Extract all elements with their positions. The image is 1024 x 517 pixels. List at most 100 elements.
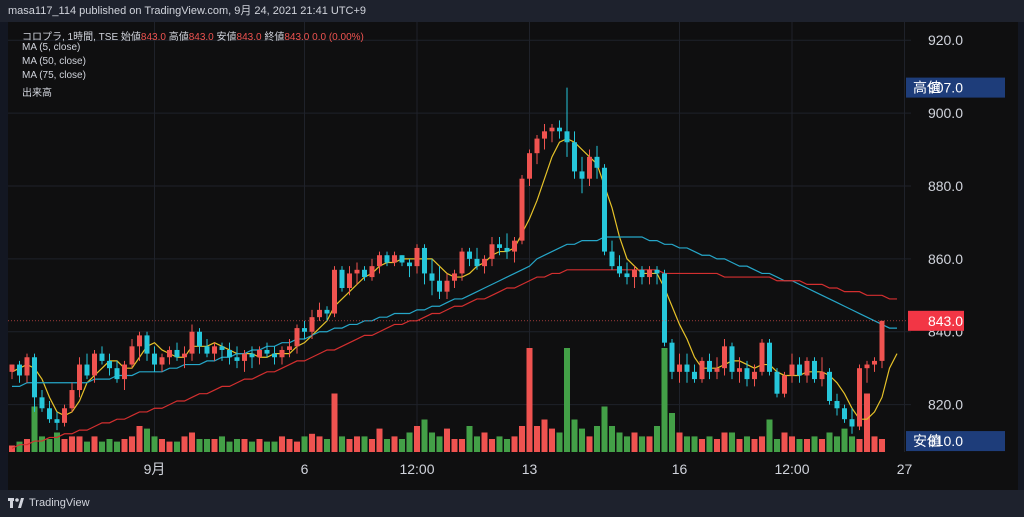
candle-body xyxy=(362,269,367,278)
volume-bar xyxy=(879,439,885,452)
candle xyxy=(827,368,832,405)
candle xyxy=(279,346,285,365)
volume-bar xyxy=(526,348,533,452)
candle-body xyxy=(834,400,840,409)
candle xyxy=(519,175,525,245)
candle xyxy=(819,357,825,387)
volume-bar xyxy=(549,428,555,452)
candle-body xyxy=(414,247,420,267)
x-tick-label: 9月 xyxy=(144,461,166,477)
candle xyxy=(137,331,142,361)
volume-bar xyxy=(474,436,480,452)
volume-bar xyxy=(226,441,233,452)
candle-body xyxy=(864,364,870,369)
high-value: 843.0 xyxy=(188,32,214,43)
candle xyxy=(752,364,757,387)
candle-body xyxy=(527,153,532,179)
volume-bar xyxy=(804,439,810,452)
candle xyxy=(759,339,765,376)
volume-bar xyxy=(661,348,668,452)
chart-area[interactable]: 820.0 840.0 860.0 880.0 900.0 920.0 9月 6 12:00 1… xyxy=(8,22,1018,490)
candle xyxy=(99,346,105,365)
candle-body xyxy=(182,353,187,358)
candle xyxy=(624,262,630,285)
candle-body xyxy=(287,346,292,350)
indicator-ma50[interactable]: MA (50, close) xyxy=(22,56,86,67)
volume-bar xyxy=(489,439,495,452)
low-label: 安値 xyxy=(216,32,237,43)
volume-bar xyxy=(774,439,780,452)
candle xyxy=(9,364,15,380)
x-tick-label: 12:00 xyxy=(399,461,434,477)
candle-body xyxy=(242,353,247,361)
candle-body xyxy=(159,357,165,365)
volume-bar xyxy=(181,436,188,452)
candle xyxy=(504,233,510,259)
volume-bar xyxy=(781,432,788,452)
candle-body xyxy=(332,269,337,314)
candle-body xyxy=(879,320,885,361)
candle-body xyxy=(24,357,30,376)
volume-bar xyxy=(121,439,128,452)
indicator-ma5[interactable]: MA (5, close) xyxy=(22,42,81,53)
candle-body xyxy=(797,364,802,376)
candle-body xyxy=(752,371,757,380)
candle xyxy=(834,393,840,416)
candle-body xyxy=(624,273,630,278)
candle xyxy=(452,269,457,289)
candle-body xyxy=(857,368,862,427)
candle xyxy=(212,342,217,361)
volume-bar xyxy=(639,436,645,452)
candle-body xyxy=(737,368,742,372)
candle-body xyxy=(354,269,360,274)
candle-body xyxy=(99,353,105,361)
candle-body xyxy=(84,364,90,376)
candle-body xyxy=(594,156,600,168)
candle-body xyxy=(714,368,720,372)
candle-body xyxy=(324,309,330,314)
high-label: 高値 xyxy=(168,32,189,43)
tradingview-logo[interactable]: TradingView xyxy=(8,497,90,509)
volume-bar xyxy=(294,441,300,452)
volume-bar xyxy=(414,426,420,452)
volume-bar xyxy=(541,419,548,452)
volume-bar xyxy=(826,432,833,452)
candle-body xyxy=(122,364,127,380)
candle xyxy=(497,237,502,256)
candle xyxy=(77,357,82,398)
volume-bar xyxy=(406,432,413,452)
indicator-ma75[interactable]: MA (75, close) xyxy=(22,70,86,81)
candle-body xyxy=(647,269,652,278)
candle-body xyxy=(174,349,180,358)
candle-body xyxy=(849,419,855,427)
volume-bar xyxy=(564,348,570,452)
candle-body xyxy=(549,127,555,132)
candle-body xyxy=(542,131,547,139)
brand-text: TradingView xyxy=(29,497,90,509)
candle xyxy=(197,328,202,354)
volume-bar xyxy=(766,419,773,452)
candle xyxy=(512,237,517,263)
indicator-volume[interactable]: 出来高 xyxy=(22,88,52,99)
candle-body xyxy=(114,368,120,380)
candle xyxy=(849,408,855,434)
candle-body xyxy=(782,375,787,394)
candle xyxy=(287,339,292,358)
candle-body xyxy=(474,258,480,267)
time-axis[interactable]: 9月 6 12:00 13 16 12:00 27 xyxy=(144,461,913,477)
x-tick-label: 16 xyxy=(672,461,688,477)
candle xyxy=(617,255,622,278)
published-header: masa117_114 published on TradingView.com… xyxy=(0,0,1024,22)
volume-bar xyxy=(811,436,818,452)
candle xyxy=(444,273,450,299)
candle xyxy=(729,342,735,380)
candle xyxy=(354,262,360,285)
symbol-legend[interactable]: コロプラ, 1時間, TSE 始値843.0 高値843.0 安値843.0 終… xyxy=(22,28,364,43)
volume-bar xyxy=(241,439,248,452)
volume-bar xyxy=(654,426,660,452)
candle xyxy=(429,258,435,296)
candle-body xyxy=(677,364,682,372)
volume-bar xyxy=(144,428,150,452)
volume-bar xyxy=(631,432,638,452)
